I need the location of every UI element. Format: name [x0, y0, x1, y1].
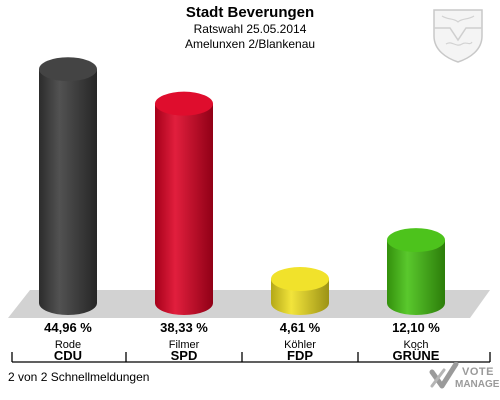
party-label: SPD	[171, 348, 198, 363]
candidate-label: Köhler	[284, 339, 316, 351]
value-label: 38,33 %	[160, 320, 208, 335]
district-subtitle: Amelunxen 2/Blankenau	[184, 37, 316, 51]
bar-spd	[155, 103, 213, 316]
candidate-label: Rode	[55, 339, 81, 351]
vote-manager-logo-icon	[429, 362, 459, 389]
status-text: 2 von 2 Schnellmeldungen	[8, 370, 150, 384]
coat-of-arms-icon	[433, 9, 483, 63]
bar-grüne	[387, 240, 445, 315]
chart-floor	[8, 290, 490, 318]
bar-cdu	[39, 69, 97, 315]
party-label: GRÜNE	[393, 348, 440, 363]
logo-text-vote: VOTE	[462, 366, 494, 378]
party-label: CDU	[54, 348, 82, 363]
candidate-label: Koch	[403, 339, 428, 351]
value-label: 44,96 %	[44, 320, 92, 335]
page-title: Stadt Beverungen	[185, 4, 315, 21]
value-label: 4,61 %	[280, 320, 321, 335]
bar-top-fdp	[271, 267, 329, 292]
candidate-label: Filmer	[169, 339, 200, 351]
bar-top-grüne	[387, 228, 445, 253]
bar-top-cdu	[39, 57, 97, 82]
party-label: FDP	[287, 348, 313, 363]
logo-text-manager: MANAGER	[455, 379, 500, 390]
bar-top-spd	[155, 91, 213, 116]
value-label: 12,10 %	[392, 320, 440, 335]
election-subtitle: Ratswahl 25.05.2014	[193, 22, 307, 36]
